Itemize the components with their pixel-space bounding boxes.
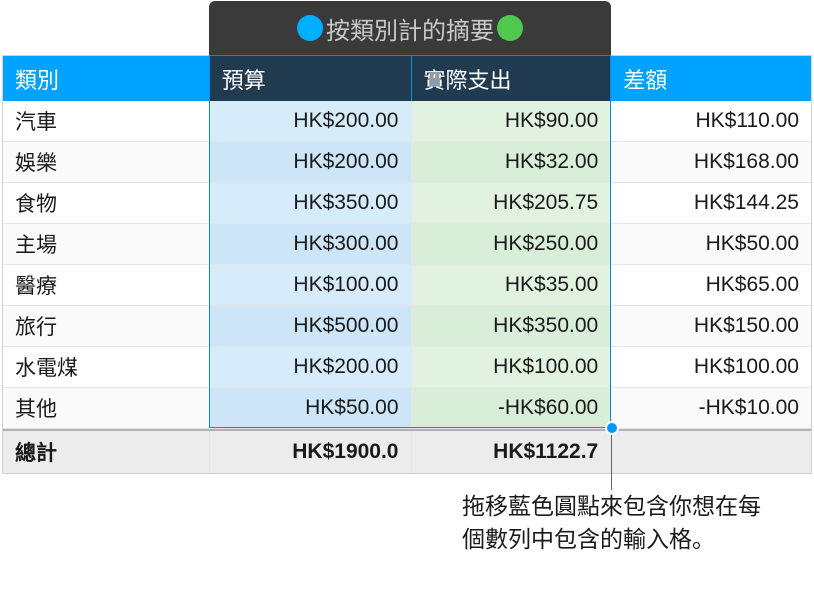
callout-text: 拖移藍色圓點來包含你想在每個數列中包含的輸入格。 (462, 490, 782, 557)
table-row: 旅行HK$500.00HK$350.00HK$150.00 (3, 306, 811, 347)
table-title-bar[interactable]: 按類別計的摘要 (209, 1, 611, 55)
selection-drag-handle[interactable] (605, 421, 619, 435)
cell-category[interactable]: 汽車 (3, 101, 210, 141)
cell-budget[interactable]: HK$500.00 (210, 306, 412, 346)
table-header-row: 類別 預算 實際支出 差額 (3, 56, 811, 101)
cell-category[interactable]: 醫療 (3, 265, 210, 305)
cell-actual[interactable]: HK$100.00 (412, 347, 612, 387)
table-row: 其他HK$50.00-HK$60.00-HK$10.00 (3, 388, 811, 429)
cell-diff[interactable]: HK$65.00 (611, 265, 811, 305)
cell-diff[interactable]: HK$100.00 (611, 347, 811, 387)
cell-budget[interactable]: HK$100.00 (210, 265, 412, 305)
cell-budget[interactable]: HK$50.00 (210, 388, 412, 428)
cell-actual[interactable]: HK$350.00 (412, 306, 612, 346)
table-title: 按類別計的摘要 (326, 11, 494, 46)
cell-category[interactable]: 水電煤 (3, 347, 210, 387)
cell-actual[interactable]: HK$205.75 (412, 183, 612, 223)
totals-budget[interactable]: HK$1900.0 (210, 431, 412, 473)
header-diff[interactable]: 差額 (611, 56, 811, 101)
cell-budget[interactable]: HK$200.00 (210, 142, 412, 182)
cell-category[interactable]: 主場 (3, 224, 210, 264)
cell-category[interactable]: 食物 (3, 183, 210, 223)
legend-actual-circle (497, 15, 523, 41)
totals-diff[interactable] (611, 431, 811, 473)
cell-diff[interactable]: -HK$10.00 (611, 388, 811, 428)
cell-category[interactable]: 旅行 (3, 306, 210, 346)
totals-actual[interactable]: HK$1122.7 (412, 431, 612, 473)
cell-actual[interactable]: HK$32.00 (412, 142, 612, 182)
table-totals-row: 總計 HK$1900.0 HK$1122.7 (3, 429, 811, 473)
cell-actual[interactable]: HK$250.00 (412, 224, 612, 264)
table-row: 醫療HK$100.00HK$35.00HK$65.00 (3, 265, 811, 306)
cell-actual[interactable]: HK$90.00 (412, 101, 612, 141)
table-row: 水電煤HK$200.00HK$100.00HK$100.00 (3, 347, 811, 388)
cell-diff[interactable]: HK$168.00 (611, 142, 811, 182)
cell-budget[interactable]: HK$300.00 (210, 224, 412, 264)
cell-budget[interactable]: HK$200.00 (210, 347, 412, 387)
cell-actual[interactable]: HK$35.00 (412, 265, 612, 305)
table-row: 食物HK$350.00HK$205.75HK$144.25 (3, 183, 811, 224)
cell-diff[interactable]: HK$50.00 (611, 224, 811, 264)
totals-label[interactable]: 總計 (3, 431, 210, 473)
table-body: 汽車HK$200.00HK$90.00HK$110.00娛樂HK$200.00H… (3, 101, 811, 429)
cell-budget[interactable]: HK$350.00 (210, 183, 412, 223)
summary-table[interactable]: 類別 預算 實際支出 差額 汽車HK$200.00HK$90.00HK$110.… (2, 55, 812, 474)
header-actual[interactable]: 實際支出 (412, 56, 612, 101)
cell-category[interactable]: 娛樂 (3, 142, 210, 182)
cell-category[interactable]: 其他 (3, 388, 210, 428)
header-budget[interactable]: 預算 (210, 56, 412, 101)
cell-actual[interactable]: -HK$60.00 (412, 388, 612, 428)
table-row: 娛樂HK$200.00HK$32.00HK$168.00 (3, 142, 811, 183)
table-row: 汽車HK$200.00HK$90.00HK$110.00 (3, 101, 811, 142)
table-row: 主場HK$300.00HK$250.00HK$50.00 (3, 224, 811, 265)
legend-budget-circle (297, 15, 323, 41)
cell-budget[interactable]: HK$200.00 (210, 101, 412, 141)
cell-diff[interactable]: HK$110.00 (611, 101, 811, 141)
callout-leader-line (611, 434, 612, 490)
cell-diff[interactable]: HK$150.00 (611, 306, 811, 346)
cell-diff[interactable]: HK$144.25 (611, 183, 811, 223)
header-category[interactable]: 類別 (3, 56, 210, 101)
